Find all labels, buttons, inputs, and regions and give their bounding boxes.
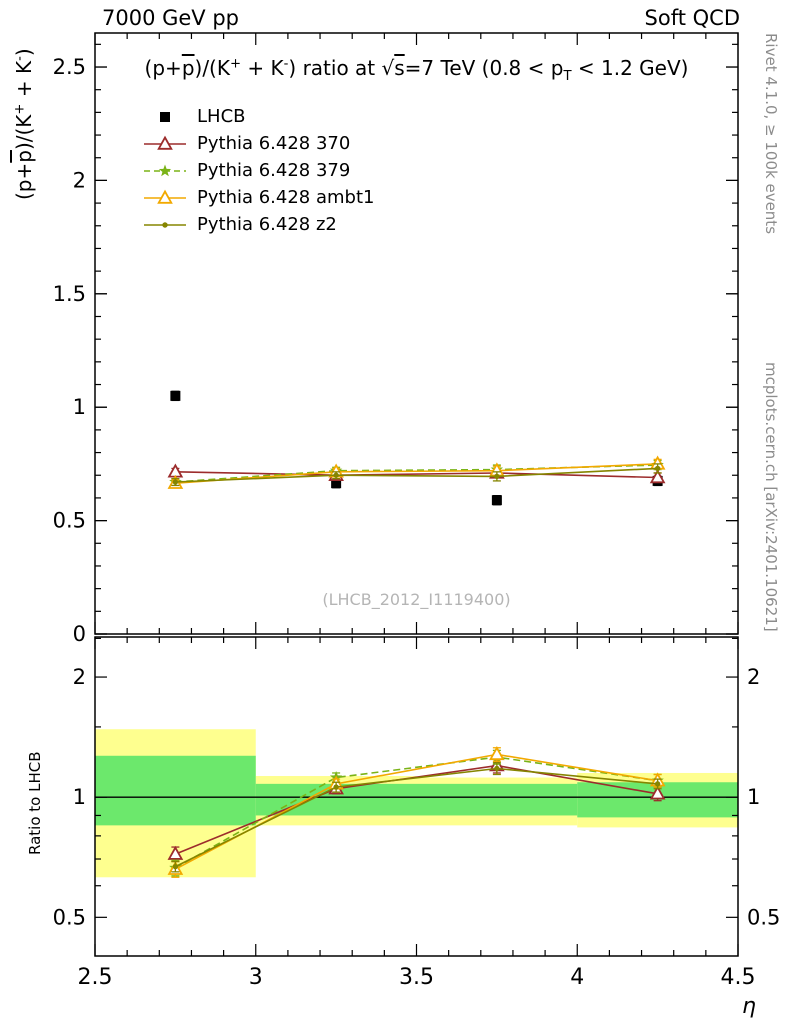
dot-marker-icon bbox=[494, 765, 500, 772]
dot-marker-icon bbox=[333, 784, 339, 790]
y-tick-label: 1 bbox=[73, 395, 86, 419]
y-tick-label: 0.5 bbox=[53, 905, 86, 929]
dot-marker-icon bbox=[172, 863, 179, 870]
series-line bbox=[175, 756, 658, 869]
triangle-marker-icon bbox=[157, 189, 173, 204]
legend: LHCB Pythia 6.428 370 Pythia 6.428 379 P… bbox=[142, 103, 374, 238]
y-tick-label: 2 bbox=[73, 168, 86, 192]
x-tick-label: 3.5 bbox=[399, 965, 434, 990]
y-tick-label: 2.5 bbox=[53, 55, 86, 79]
x-tick-label: 2.5 bbox=[78, 965, 113, 990]
main-panel-frame bbox=[94, 32, 739, 635]
triangle-marker-icon bbox=[649, 785, 666, 800]
analysis-id-watermark: (LHCB_2012_I1119400) bbox=[322, 590, 511, 609]
pythia-z2-marker-icon bbox=[144, 221, 186, 228]
triangle-marker-icon bbox=[167, 845, 184, 860]
dot-marker-icon bbox=[333, 472, 339, 478]
dot-marker-icon bbox=[172, 479, 179, 485]
series-line bbox=[175, 767, 658, 868]
square-marker-icon bbox=[491, 495, 502, 506]
y-tick-label: 0.5 bbox=[53, 509, 86, 533]
main-y-axis-label: (p+p)/(K+ + K-) bbox=[12, 48, 36, 200]
legend-label: LHCB bbox=[197, 106, 246, 127]
y-tick-label: 1.5 bbox=[53, 282, 86, 306]
legend-label: Pythia 6.428 379 bbox=[197, 160, 351, 181]
ratio-y-axis-label: Ratio to LHCB bbox=[26, 751, 44, 855]
y-tick-label: 0.5 bbox=[747, 905, 780, 929]
x-tick-label: 4.5 bbox=[721, 965, 756, 990]
rivet-version-note: Rivet 4.1.0, ≥ 100k events bbox=[762, 33, 780, 235]
square-marker-icon bbox=[160, 111, 170, 122]
y-tick-label: 2 bbox=[747, 665, 760, 689]
dot-marker-icon bbox=[162, 221, 168, 228]
lhcb-marker-icon bbox=[160, 111, 170, 122]
legend-item-pythia-z2: Pythia 6.428 z2 bbox=[142, 211, 374, 238]
x-tick-label: 4 bbox=[570, 965, 584, 990]
x-tick-label: 3 bbox=[249, 965, 263, 990]
uncertainty-band-green bbox=[416, 783, 578, 816]
legend-item-lhcb: LHCB bbox=[142, 103, 374, 130]
legend-item-pythia-ambt1: Pythia 6.428 ambt1 bbox=[142, 184, 374, 211]
pythia-370-marker-icon bbox=[144, 135, 186, 150]
triangle-marker-icon bbox=[157, 135, 173, 150]
y-tick-label: 1 bbox=[747, 785, 760, 809]
dot-marker-icon bbox=[654, 781, 661, 787]
series-line bbox=[175, 467, 658, 483]
process-group-label: Soft QCD bbox=[644, 6, 740, 30]
dot-marker-icon bbox=[654, 465, 661, 472]
square-marker-icon bbox=[331, 478, 342, 489]
y-tick-label: 2 bbox=[73, 665, 86, 689]
legend-label: Pythia 6.428 z2 bbox=[197, 214, 337, 235]
y-tick-label: 1 bbox=[73, 785, 86, 809]
dot-marker-icon bbox=[494, 473, 500, 480]
tick-marks bbox=[94, 33, 739, 635]
plot-title: (p+p)/(K+ + K-) ratio at √s=7 TeV (0.8 <… bbox=[144, 56, 689, 84]
triangle-marker-icon bbox=[649, 469, 666, 484]
series-line bbox=[175, 463, 658, 484]
triangle-marker-icon bbox=[489, 746, 505, 761]
ratio-panel-frame bbox=[94, 636, 739, 957]
legend-label: Pythia 6.428 ambt1 bbox=[197, 187, 375, 208]
beam-energy-label: 7000 GeV pp bbox=[102, 6, 240, 30]
star-marker-icon bbox=[158, 164, 172, 176]
square-marker-icon bbox=[170, 390, 181, 401]
pythia-379-marker-icon bbox=[144, 164, 186, 176]
uncertainty-band-green bbox=[95, 755, 256, 826]
mcplots-arxiv-note: mcplots.cern.ch [arXiv:2401.10621] bbox=[762, 362, 780, 632]
legend-item-pythia-379: Pythia 6.428 379 bbox=[142, 157, 374, 184]
y-tick-label: 0 bbox=[73, 622, 86, 646]
series-line bbox=[175, 471, 658, 479]
legend-item-pythia-370: Pythia 6.428 370 bbox=[142, 130, 374, 157]
pythia-ambt1-marker-icon bbox=[144, 189, 186, 204]
x-axis-label: η bbox=[742, 994, 756, 1019]
legend-label: Pythia 6.428 370 bbox=[197, 133, 351, 154]
